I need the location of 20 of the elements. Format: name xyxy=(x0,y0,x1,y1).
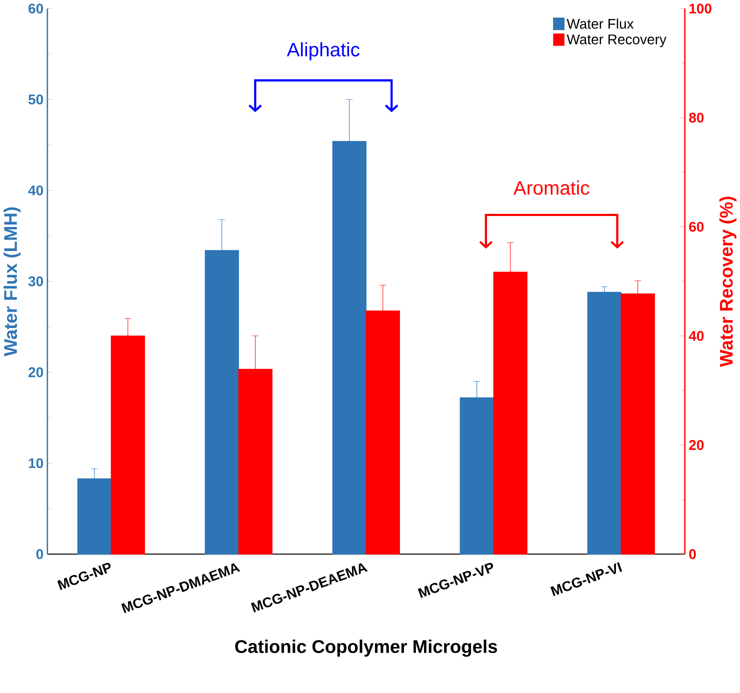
y2-tick-label: 20 xyxy=(689,440,704,450)
legend-label: Water Flux xyxy=(566,18,634,29)
annotation: Aromatic xyxy=(513,180,590,195)
y2-tick-label: 100 xyxy=(690,4,712,14)
y2-tick-label: 60 xyxy=(689,222,704,232)
x-axis-title: Cationic Copolymer Microgels xyxy=(235,640,498,657)
legend-label: Water Recovery xyxy=(566,34,666,48)
y-tick-label: 60 xyxy=(28,4,44,14)
y2-tick-label: 80 xyxy=(689,112,704,123)
y-tick-label: 20 xyxy=(28,367,44,378)
y-tick-label: 50 xyxy=(28,94,44,105)
y-axis-title: Water Flux (LMH) xyxy=(4,208,21,356)
y-tick-label: 0 xyxy=(36,549,44,560)
y-tick-label: 30 xyxy=(28,276,44,286)
y-tick-label: 10 xyxy=(28,458,44,468)
y-tick-label: 40 xyxy=(28,186,44,196)
y2-tick-label: 0 xyxy=(689,549,696,560)
annotation: Aliphatic xyxy=(286,42,360,60)
y2-axis-title: Water Recovery (%) xyxy=(719,196,736,368)
y2-tick-label: 40 xyxy=(688,331,704,341)
